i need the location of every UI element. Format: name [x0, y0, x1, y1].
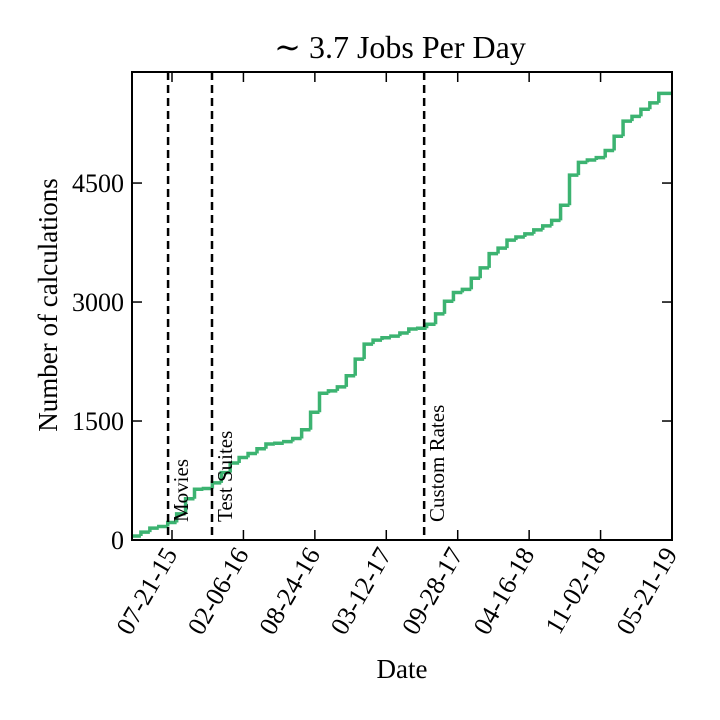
step-segment — [255, 447, 266, 454]
event-label: Custom Rates — [425, 405, 449, 522]
step-segment — [648, 101, 659, 110]
step-segment — [201, 486, 213, 491]
step-segment — [594, 155, 606, 161]
step-segment — [273, 441, 284, 445]
chart-title: ∼ 3.7 Jobs Per Day — [274, 29, 526, 65]
y-tick-label: 3000 — [72, 288, 124, 317]
step-segment — [514, 235, 525, 241]
step-segment — [192, 487, 204, 499]
step-segment — [469, 276, 481, 290]
x-tick-label: 03-12-17 — [325, 543, 398, 640]
plot-area: 0 1500 3000 4500 07-21-1502-06-1608-24-1603-… — [72, 72, 683, 640]
x-tick-label: 05-21-19 — [610, 543, 683, 640]
step-segment — [246, 451, 257, 458]
step-segment — [148, 526, 159, 533]
step-segment — [219, 470, 231, 483]
step-segment — [174, 512, 186, 523]
step-segment — [264, 442, 275, 449]
x-axis-label: Date — [377, 654, 428, 684]
step-segment — [317, 391, 329, 413]
step-segment — [540, 224, 552, 230]
step-segment — [371, 338, 382, 345]
step-segment — [630, 114, 641, 122]
x-tick-label: 08-24-16 — [253, 543, 326, 640]
x-tick-label: 07-21-15 — [110, 543, 183, 640]
step-segment — [326, 389, 338, 394]
step-segment — [415, 326, 427, 330]
step-segment — [451, 290, 463, 302]
event-label: Test Suites — [213, 431, 237, 522]
step-segment — [621, 119, 632, 137]
step-segment — [237, 455, 249, 464]
step-segment — [612, 134, 624, 151]
step-segment — [299, 427, 311, 439]
step-segment — [585, 158, 597, 163]
step-segment — [353, 357, 365, 376]
step-segment — [389, 334, 400, 338]
step-segment — [424, 322, 436, 329]
step-segment — [290, 436, 302, 442]
step-segment — [523, 232, 534, 237]
step-segment — [228, 461, 240, 473]
step-segment — [567, 173, 579, 206]
step-segment — [460, 287, 472, 293]
step-segment — [165, 520, 177, 527]
step-segment — [380, 335, 391, 341]
step-segment — [487, 251, 499, 268]
step-segment — [639, 107, 650, 117]
step-segment — [157, 524, 168, 529]
step-segment — [442, 299, 454, 314]
step-segment — [362, 342, 374, 360]
step-segment — [282, 439, 293, 444]
x-tick-label: 11-02-18 — [539, 543, 611, 639]
x-tick-label: 04-16-18 — [468, 543, 541, 640]
step-segment — [657, 91, 672, 103]
step-segment — [344, 374, 356, 387]
step-segment — [139, 530, 150, 537]
step-segment — [407, 327, 418, 333]
step-segment — [478, 266, 490, 279]
step-segment — [549, 218, 561, 226]
step-segment — [603, 148, 615, 158]
step-segment — [496, 246, 507, 254]
y-tick-label: 1500 — [72, 407, 124, 436]
step-segment — [558, 203, 570, 221]
step-segment — [505, 238, 516, 249]
step-segment — [183, 497, 195, 514]
y-tick-label: 0 — [111, 526, 124, 555]
y-tick-label: 4500 — [72, 169, 124, 198]
step-segment — [576, 160, 588, 176]
step-segment — [532, 228, 543, 234]
step-segment — [335, 385, 347, 391]
y-axis-label: Number of calculations — [33, 178, 63, 431]
x-tick-label: 02-06-16 — [182, 543, 255, 640]
step-segment — [308, 410, 320, 430]
event-label: Movies — [169, 459, 193, 522]
step-segment — [398, 331, 409, 337]
plot-frame — [131, 71, 673, 541]
x-tick-label: 09-28-17 — [396, 543, 469, 640]
step-segment — [433, 312, 445, 325]
